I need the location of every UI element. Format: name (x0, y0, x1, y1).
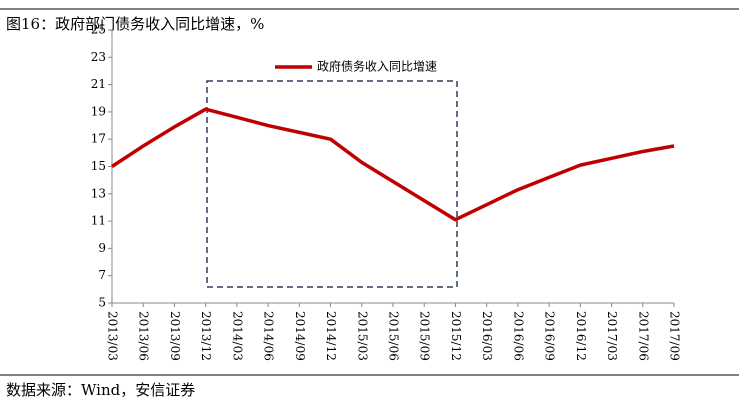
y-tick-label: 25 (91, 23, 106, 37)
y-tick-label: 23 (91, 50, 106, 64)
x-tick-label: 2016/12 (574, 311, 588, 361)
x-tick-label: 2016/03 (480, 311, 494, 361)
x-tick-label: 2015/03 (355, 311, 369, 361)
source: 数据来源：Wind，安信证券 (6, 381, 195, 399)
x-tick-label: 2013/09 (168, 311, 182, 361)
y-tick-label: 15 (91, 159, 106, 173)
legend-label: 政府债务收入同比增速 (317, 59, 437, 74)
x-tick-label: 2015/12 (449, 311, 463, 361)
x-tick-label: 2014/09 (293, 311, 307, 361)
x-tick-label: 2013/03 (106, 311, 120, 361)
x-tick-label: 2016/09 (543, 311, 557, 361)
x-tick-label: 2015/06 (387, 311, 401, 361)
y-tick-label: 11 (91, 214, 106, 228)
highlight-box (206, 80, 458, 288)
x-tick-label: 2013/12 (199, 311, 213, 361)
y-tick-label: 9 (98, 241, 106, 255)
x-tick-label: 2017/06 (636, 311, 650, 361)
y-tick-label: 21 (91, 77, 106, 91)
y-tick-label: 19 (91, 104, 106, 118)
x-tick-label: 2016/06 (511, 311, 525, 361)
x-tick-label: 2013/06 (137, 311, 151, 361)
x-tick-label: 2015/09 (418, 311, 432, 361)
x-tick-label: 2014/12 (324, 311, 338, 361)
x-tick-label: 2014/06 (262, 311, 276, 361)
chart-title: 图16：政府部门债务收入同比增速，% (6, 15, 264, 33)
line (111, 107, 675, 222)
y-tick-label: 17 (91, 132, 106, 146)
y-tick-label: 5 (98, 296, 106, 310)
x-tick-label: 2017/03 (605, 311, 619, 361)
y-tick-label: 7 (98, 268, 106, 282)
x-tick-label: 2014/03 (230, 311, 244, 361)
x-tick-label: 2017/09 (668, 311, 682, 361)
y-tick-label: 13 (91, 186, 106, 200)
